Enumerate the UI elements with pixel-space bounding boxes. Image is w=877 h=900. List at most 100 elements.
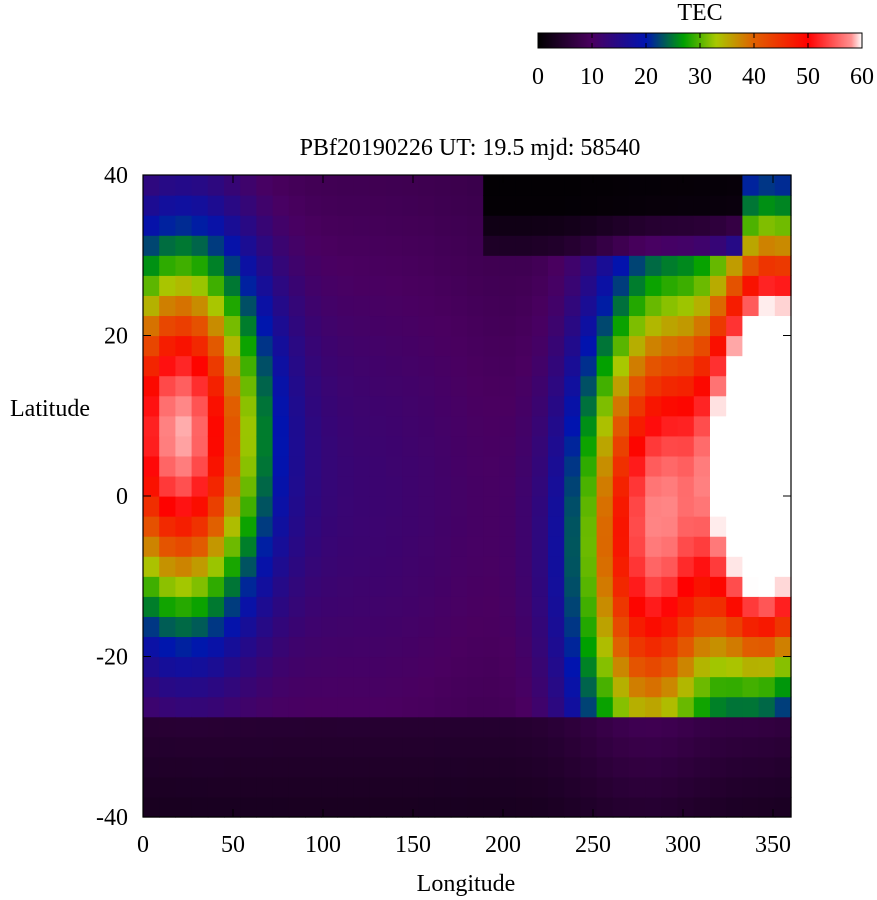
heatmap-cell bbox=[143, 676, 160, 698]
heatmap-cell bbox=[386, 335, 403, 357]
heatmap-cell bbox=[159, 576, 176, 597]
heatmap-cell bbox=[677, 415, 695, 437]
heatmap-cell bbox=[612, 716, 630, 738]
heatmap-cell bbox=[191, 736, 209, 758]
heatmap-cell bbox=[515, 736, 533, 758]
heatmap-cell bbox=[726, 536, 743, 557]
heatmap-cell bbox=[369, 736, 387, 758]
heatmap-cell bbox=[191, 496, 209, 517]
heatmap-cell bbox=[710, 295, 727, 317]
heatmap-cell bbox=[661, 756, 679, 778]
heatmap-cell bbox=[175, 455, 193, 477]
heatmap-cell bbox=[710, 395, 727, 417]
heatmap-cell bbox=[240, 335, 257, 357]
heatmap-cell bbox=[531, 636, 549, 658]
colorbar-tick-label: 60 bbox=[850, 64, 874, 90]
heatmap-cell bbox=[434, 295, 452, 317]
heatmap-cell bbox=[175, 275, 193, 296]
heatmap-cell bbox=[191, 375, 209, 397]
heatmap-cell bbox=[402, 375, 419, 397]
heatmap-cell bbox=[580, 756, 598, 778]
heatmap-cell bbox=[726, 716, 743, 738]
heatmap-cell bbox=[288, 235, 306, 256]
heatmap-cell bbox=[742, 576, 760, 597]
heatmap-cell bbox=[726, 796, 743, 818]
heatmap-cell bbox=[726, 616, 743, 638]
heatmap-cell bbox=[321, 776, 338, 798]
heatmap-cell bbox=[515, 616, 533, 638]
heatmap-cell bbox=[369, 215, 387, 236]
heatmap-cell bbox=[612, 776, 630, 798]
heatmap-cell bbox=[207, 776, 225, 798]
heatmap-cell bbox=[531, 776, 549, 798]
heatmap-cell bbox=[467, 616, 484, 638]
heatmap-cell bbox=[564, 475, 581, 497]
heatmap-cell bbox=[207, 215, 225, 236]
heatmap-cell bbox=[256, 175, 274, 196]
heatmap-cell bbox=[612, 335, 630, 357]
heatmap-cell bbox=[774, 496, 792, 517]
heatmap-cell bbox=[612, 656, 630, 678]
heatmap-cell bbox=[224, 395, 241, 417]
heatmap-cell bbox=[661, 616, 679, 638]
heatmap-cell bbox=[629, 315, 646, 337]
heatmap-cell bbox=[191, 235, 209, 256]
heatmap-cell bbox=[191, 455, 209, 477]
heatmap-cell bbox=[580, 355, 598, 377]
heatmap-cell bbox=[531, 536, 549, 557]
heatmap-cell bbox=[564, 656, 581, 678]
heatmap-cell bbox=[337, 375, 355, 397]
heatmap-cell bbox=[661, 736, 679, 758]
heatmap-cell bbox=[580, 395, 598, 417]
heatmap-cell bbox=[207, 315, 225, 337]
heatmap-cell bbox=[693, 215, 711, 236]
heatmap-cell bbox=[596, 736, 614, 758]
heatmap-cell bbox=[726, 496, 743, 517]
heatmap-cell bbox=[450, 536, 468, 557]
heatmap-cell bbox=[175, 215, 193, 236]
heatmap-cell bbox=[467, 255, 484, 276]
heatmap-cell bbox=[677, 455, 695, 477]
heatmap-cell bbox=[386, 415, 403, 437]
heatmap-cell bbox=[418, 455, 436, 477]
heatmap-cell bbox=[159, 716, 176, 738]
heatmap-cell bbox=[159, 235, 176, 256]
heatmap-cell bbox=[499, 375, 517, 397]
heatmap-cell bbox=[207, 195, 225, 216]
heatmap-cell bbox=[564, 415, 581, 437]
heatmap-cell bbox=[207, 455, 225, 477]
heatmap-cell bbox=[499, 636, 517, 658]
heatmap-cell bbox=[774, 475, 792, 497]
heatmap-cell bbox=[710, 696, 727, 718]
heatmap-cell bbox=[240, 756, 257, 778]
heatmap-cell bbox=[224, 736, 241, 758]
heatmap-cell bbox=[337, 275, 355, 296]
heatmap-cell bbox=[710, 175, 727, 196]
heatmap-cell bbox=[645, 776, 662, 798]
heatmap-cell bbox=[450, 435, 468, 457]
heatmap-cell bbox=[418, 596, 436, 617]
heatmap-cell bbox=[531, 556, 549, 577]
heatmap-cell bbox=[434, 475, 452, 497]
heatmap-cell bbox=[596, 616, 614, 638]
heatmap-cell bbox=[207, 556, 225, 577]
heatmap-cell bbox=[483, 716, 500, 738]
x-tick-label: 150 bbox=[395, 832, 431, 858]
heatmap-cell bbox=[175, 716, 193, 738]
heatmap-cell bbox=[758, 395, 776, 417]
heatmap-cell bbox=[564, 355, 581, 377]
heatmap-cell bbox=[483, 315, 500, 337]
heatmap-cell bbox=[337, 496, 355, 517]
heatmap-cell bbox=[548, 716, 565, 738]
heatmap-cell bbox=[256, 355, 274, 377]
heatmap-cell bbox=[758, 796, 776, 818]
heatmap-cell bbox=[369, 716, 387, 738]
heatmap-cell bbox=[337, 576, 355, 597]
heatmap-cell bbox=[386, 676, 403, 698]
heatmap-cell bbox=[758, 255, 776, 276]
heatmap-cell bbox=[483, 556, 500, 577]
heatmap-cell bbox=[386, 195, 403, 216]
heatmap-cell bbox=[726, 636, 743, 658]
heatmap-cell bbox=[240, 255, 257, 276]
heatmap-cell bbox=[256, 215, 274, 236]
